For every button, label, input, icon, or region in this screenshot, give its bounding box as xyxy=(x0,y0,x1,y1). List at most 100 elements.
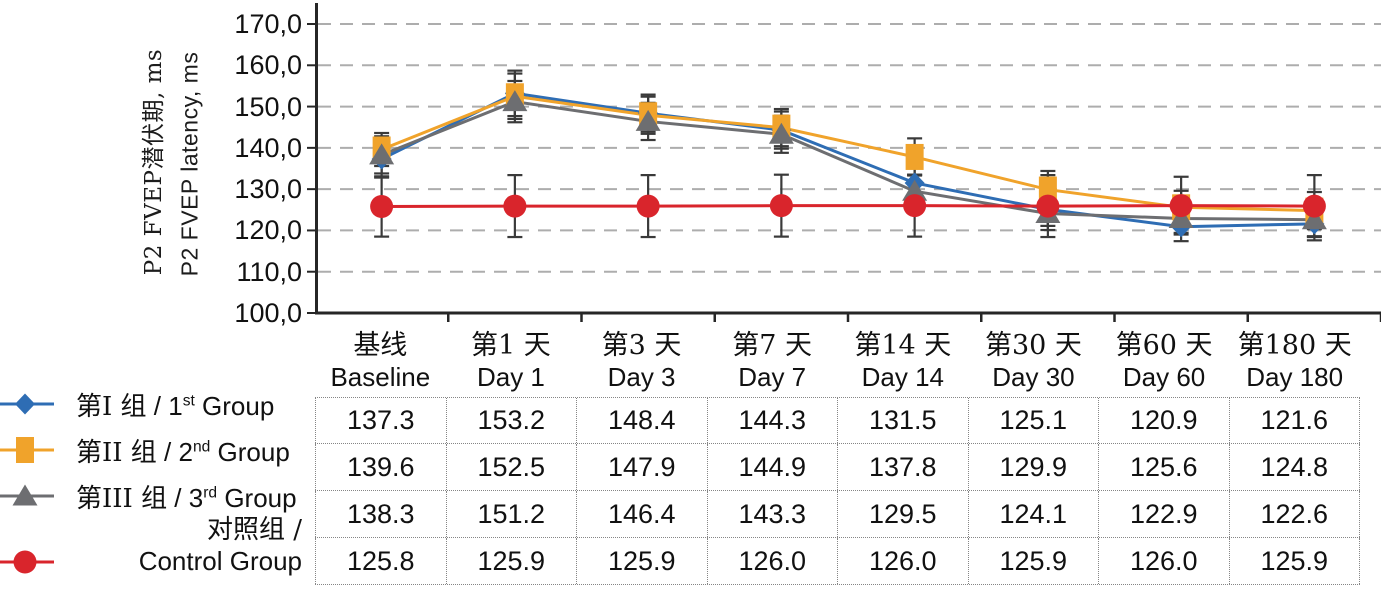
x-axis-label: 第180 天 Day 180 xyxy=(1229,330,1360,392)
table-cell: 131.5 xyxy=(838,398,969,443)
table-cell: 137.8 xyxy=(838,444,969,490)
x-axis-label-en: Day 60 xyxy=(1122,362,1206,392)
x-axis-label: 第30 天 Day 30 xyxy=(968,330,1099,392)
marker-circle xyxy=(370,194,394,218)
table-cell: 138.3 xyxy=(315,491,447,537)
table-cell: 143.3 xyxy=(708,491,838,537)
x-axis-label-zh: 第60 天 xyxy=(1115,330,1213,361)
table-cell: 125.8 xyxy=(315,538,447,584)
table-cell: 125.9 xyxy=(1230,538,1360,584)
chart-legend: 第I 组 / 1st Group 第II 组 / 2nd Group 第III 组 … xyxy=(0,0,315,600)
marker-triangle xyxy=(1168,206,1194,228)
x-axis-label: 基线 Baseline xyxy=(315,330,446,392)
x-axis-label-en: Baseline xyxy=(330,362,431,392)
series-line-4 xyxy=(381,204,1315,208)
y-tick-label: 150,0 xyxy=(234,91,302,122)
legend-label: 第III 组 / 3rd Group xyxy=(76,482,297,514)
marker-diamond xyxy=(15,393,35,415)
legend-label: 对照组 / Control Group xyxy=(138,515,302,576)
data-table: 137.3 153.2 148.4 144.3 131.5 125.1 120.9 121.6… xyxy=(315,397,1360,585)
legend-item-group3: 第III 组 / 3rd Group xyxy=(0,481,297,514)
marker-circle xyxy=(13,550,37,574)
table-cell: 125.1 xyxy=(969,398,1099,443)
table-cell: 120.9 xyxy=(1099,398,1230,443)
table-cell: 125.9 xyxy=(577,538,708,584)
y-tick-label: 140,0 xyxy=(234,132,302,163)
series-line-2 xyxy=(381,94,1315,213)
y-tick-label: 110,0 xyxy=(236,256,302,287)
marker-circle xyxy=(1169,194,1193,218)
table-row: 139.6 152.5 147.9 144.9 137.8 129.9 125.6 124.8 xyxy=(315,444,1360,491)
marker-triangle xyxy=(1301,208,1327,230)
x-axis-label: 第14 天 Day 14 xyxy=(838,330,969,392)
marker-circle xyxy=(1036,194,1060,218)
table-cell: 126.0 xyxy=(838,538,969,584)
marker-triangle xyxy=(369,143,395,165)
x-axis-label-zh: 第7 天 xyxy=(732,330,813,361)
table-cell: 153.2 xyxy=(447,398,577,443)
table-row: 125.8 125.9 125.9 126.0 126.0 125.9 126.0 125.9 xyxy=(315,538,1360,585)
table-cell: 126.0 xyxy=(708,538,838,584)
x-axis-label-en: Day 3 xyxy=(607,362,676,392)
x-axis-labels: 基线 Baseline 第1 天 Day 1 第3 天 Day 3 第7 天 Day 7 第14… xyxy=(315,330,1360,392)
table-cell: 137.3 xyxy=(315,398,447,443)
x-axis-label-zh: 第14 天 xyxy=(854,330,952,361)
table-cell: 122.6 xyxy=(1230,491,1360,537)
marker-circle xyxy=(903,194,927,218)
table-cell: 146.4 xyxy=(577,491,708,537)
legend-item-group1: 第I 组 / 1st Group xyxy=(0,389,274,422)
table-cell: 125.9 xyxy=(969,538,1099,584)
table-cell: 124.1 xyxy=(969,491,1099,537)
marker-circle xyxy=(503,194,527,218)
table-cell: 147.9 xyxy=(577,444,708,490)
marker-triangle xyxy=(502,90,528,112)
table-row: 137.3 153.2 148.4 144.3 131.5 125.1 120.9 121.6 xyxy=(315,397,1360,444)
table-cell: 144.9 xyxy=(708,444,838,490)
table-cell: 129.5 xyxy=(838,491,969,537)
table-cell: 151.2 xyxy=(447,491,577,537)
marker-circle xyxy=(1302,194,1326,218)
x-axis-label-en: Day 180 xyxy=(1246,362,1344,392)
table-cell: 125.9 xyxy=(447,538,577,584)
marker-triangle xyxy=(12,484,38,506)
x-axis-label: 第60 天 Day 60 xyxy=(1099,330,1230,392)
x-axis-label-en: Day 14 xyxy=(861,362,944,392)
marker-circle xyxy=(769,194,793,218)
legend-item-control: 对照组 / Control Group xyxy=(0,515,315,579)
line-chart xyxy=(307,3,1381,322)
legend-marker-triangle xyxy=(0,484,54,506)
x-axis-label-zh: 第3 天 xyxy=(601,330,682,361)
table-cell: 125.6 xyxy=(1099,444,1230,490)
legend-marker-diamond xyxy=(0,393,54,415)
x-axis-label: 第1 天 Day 1 xyxy=(446,330,577,392)
y-axis-tick-labels: 170,0 160,0 150,0 140,0 130,0 120,0 110,0 100,0 xyxy=(205,0,302,335)
legend-label: 第I 组 / 1st Group xyxy=(76,390,275,422)
x-axis-label-zh: 第30 天 xyxy=(984,330,1082,361)
table-row: 138.3 151.2 146.4 143.3 129.5 124.1 122.9 122.6 xyxy=(315,491,1360,538)
x-axis-label-en: Day 30 xyxy=(992,362,1075,392)
x-axis-label-zh: 第180 天 xyxy=(1237,330,1352,361)
series-line-3 xyxy=(381,100,1315,222)
table-cell: 144.3 xyxy=(708,398,838,443)
y-tick-label: 170,0 xyxy=(234,9,302,39)
x-axis-label-zh: 基线 xyxy=(353,330,408,361)
legend-label: 第II 组 / 2nd Group xyxy=(76,436,290,468)
y-tick-label: 120,0 xyxy=(234,215,302,246)
table-cell: 129.9 xyxy=(969,444,1099,490)
table-cell: 152.5 xyxy=(447,444,577,490)
x-axis-label: 第7 天 Day 7 xyxy=(707,330,838,392)
legend-marker-square xyxy=(0,437,54,463)
marker-triangle xyxy=(768,122,794,144)
x-axis-label: 第3 天 Day 3 xyxy=(576,330,707,392)
marker-square xyxy=(905,143,924,170)
y-tick-label: 160,0 xyxy=(234,50,302,81)
table-cell: 126.0 xyxy=(1099,538,1230,584)
table-cell: 139.6 xyxy=(315,444,447,490)
x-axis-label-en: Day 1 xyxy=(476,362,545,392)
legend-marker-circle xyxy=(0,550,54,574)
y-tick-label: 130,0 xyxy=(234,174,302,205)
marker-triangle xyxy=(902,179,928,201)
x-axis-label-zh: 第1 天 xyxy=(471,330,551,361)
y-tick-label: 100,0 xyxy=(234,298,302,328)
